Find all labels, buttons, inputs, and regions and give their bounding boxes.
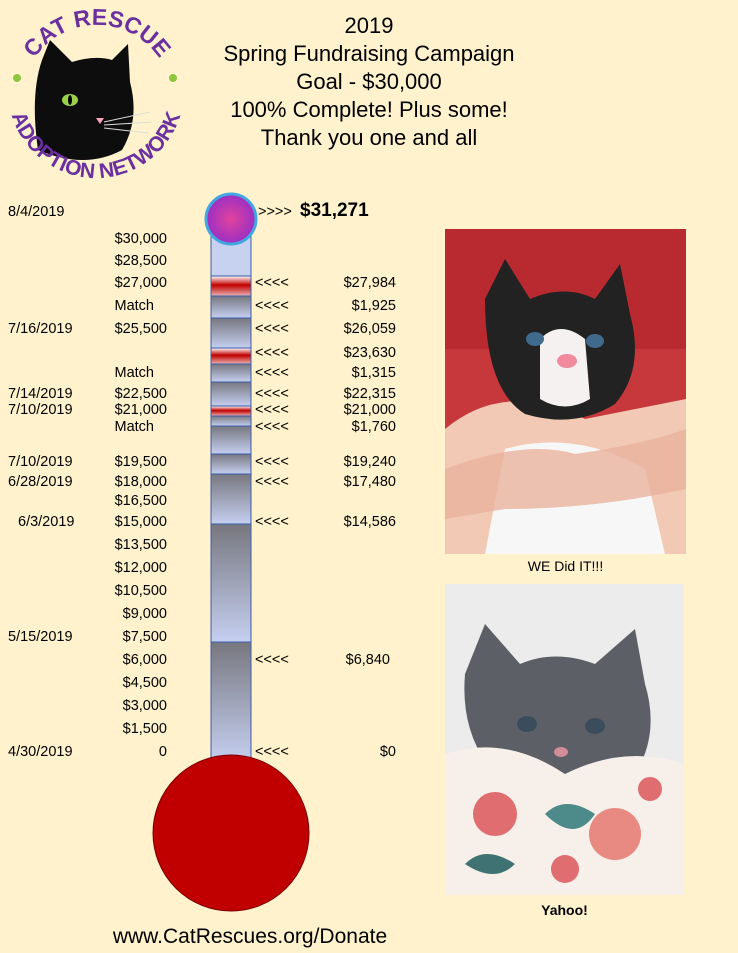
tube-segment (210, 523, 252, 643)
tube-segment (210, 317, 252, 349)
scale-tick: $28,500 (115, 253, 167, 269)
milestone-amount: $14,586 (344, 514, 396, 530)
date-label: 5/15/2019 (8, 629, 73, 645)
milestone-arrow: <<<< (255, 474, 289, 490)
milestone-arrow: <<<< (255, 744, 289, 760)
date-label: 7/10/2019 (8, 454, 73, 470)
logo-dot (13, 74, 21, 82)
date-label: 7/14/2019 (8, 386, 73, 402)
tube-segment (210, 347, 252, 365)
milestone-amount: $26,059 (344, 321, 396, 337)
header-thanks: Thank you one and all (260, 125, 478, 150)
top-arrow: >>>> (258, 204, 292, 220)
milestone-arrow: <<<< (255, 298, 289, 314)
milestone-arrow: <<<< (255, 454, 289, 470)
scale-labels: $30,000 $28,500 $27,000 Match $25,500 Ma… (115, 231, 168, 760)
milestone-amount: $23,630 (344, 345, 396, 361)
scale-tick: $4,500 (123, 675, 167, 691)
thermometer-bulb (152, 754, 310, 912)
tube-segment (210, 363, 252, 383)
milestone-amount: $0 (380, 744, 396, 760)
milestone-amount: $22,315 (344, 386, 396, 402)
milestone-arrow: <<<< (255, 345, 289, 361)
scale-tick: $21,000 (115, 402, 167, 418)
scale-tick: $27,000 (115, 275, 167, 291)
milestone-amount: $19,240 (344, 454, 396, 470)
scale-tick: $6,000 (123, 652, 167, 668)
scale-tick: $10,500 (115, 583, 167, 599)
scale-tick: Match (115, 298, 155, 314)
campaign-header: 2019 Spring Fundraising Campaign Goal - … (200, 12, 538, 152)
scale-tick: $7,500 (123, 629, 167, 645)
header-campaign: Spring Fundraising Campaign (223, 41, 515, 66)
date-label: 6/28/2019 (8, 474, 73, 490)
scale-tick: $1,500 (123, 721, 167, 737)
scale-tick: 0 (159, 744, 167, 760)
milestone-amount: $21,000 (344, 402, 396, 418)
tube-segment (210, 295, 252, 319)
logo-dot (169, 74, 177, 82)
scale-tick: Match (115, 419, 155, 435)
scale-tick: $12,000 (115, 560, 167, 576)
scale-tick: $13,500 (115, 537, 167, 553)
cat-rescue-logo: CAT RESCUE ADOPTION NETWORK (7, 4, 186, 183)
milestone-arrow: <<<< (255, 321, 289, 337)
scale-tick: Match (115, 365, 155, 381)
scale-tick: $19,500 (115, 454, 167, 470)
kitten-photo-2 (445, 584, 684, 895)
milestone-amount: $1,760 (352, 419, 396, 435)
date-label: 4/30/2019 (8, 744, 73, 760)
scale-tick: $22,500 (115, 386, 167, 402)
tube-segment (210, 415, 252, 427)
scale-tick: $9,000 (123, 606, 167, 622)
milestone-arrow: <<<< (255, 275, 289, 291)
scale-tick: $15,000 (115, 514, 167, 530)
tube-segment (210, 405, 252, 417)
header-goal: Goal - $30,000 (296, 69, 442, 94)
milestone-amount: $6,840 (346, 652, 390, 668)
date-label: 7/10/2019 (8, 402, 73, 418)
milestone-amount: $27,984 (344, 275, 396, 291)
tube-segment (210, 425, 252, 455)
date-labels: 7/16/2019 7/14/2019 7/10/2019 7/10/2019 … (8, 321, 74, 760)
scale-tick: $25,500 (115, 321, 167, 337)
milestone-amount: $1,315 (352, 365, 396, 381)
date-label: 7/16/2019 (8, 321, 73, 337)
tube-segment (210, 381, 252, 407)
tube-segment (210, 641, 252, 763)
top-total: $31,271 (300, 200, 369, 221)
photo-caption-1: WE Did IT!!! (527, 558, 604, 574)
milestone-labels: <<<< $27,984 <<<< $1,925 <<<< $26,059 <<… (255, 275, 396, 760)
tube-segment (210, 473, 252, 525)
scale-tick: $18,000 (115, 474, 167, 490)
milestone-amount: $17,480 (344, 474, 396, 490)
milestone-arrow: <<<< (255, 419, 289, 435)
milestone-arrow: <<<< (255, 365, 289, 381)
header-year: 2019 (344, 13, 394, 38)
header-status: 100% Complete! Plus some! (230, 97, 508, 122)
scale-tick: $30,000 (115, 231, 167, 247)
kitten-photo-1 (445, 229, 686, 554)
thermometer-tube (210, 235, 252, 763)
donate-url[interactable]: www.CatRescues.org/Donate (112, 925, 388, 948)
scale-tick: $3,000 (123, 698, 167, 714)
top-bulb (204, 192, 258, 246)
milestone-arrow: <<<< (255, 386, 289, 402)
milestone-arrow: <<<< (255, 652, 289, 668)
tube-segment (210, 275, 252, 297)
milestone-amount: $1,925 (352, 298, 396, 314)
date-label: 6/3/2019 (18, 514, 74, 530)
black-cat-icon (34, 40, 153, 160)
tube-segment (210, 453, 252, 475)
photo-caption-2: Yahoo! (541, 902, 588, 918)
milestone-arrow: <<<< (255, 514, 289, 530)
gray-kitten-photo (445, 584, 684, 895)
scale-tick: $16,500 (115, 493, 167, 509)
milestone-arrow: <<<< (255, 402, 289, 418)
top-date: 8/4/2019 (8, 204, 64, 220)
black-white-kitten-photo (445, 229, 686, 554)
